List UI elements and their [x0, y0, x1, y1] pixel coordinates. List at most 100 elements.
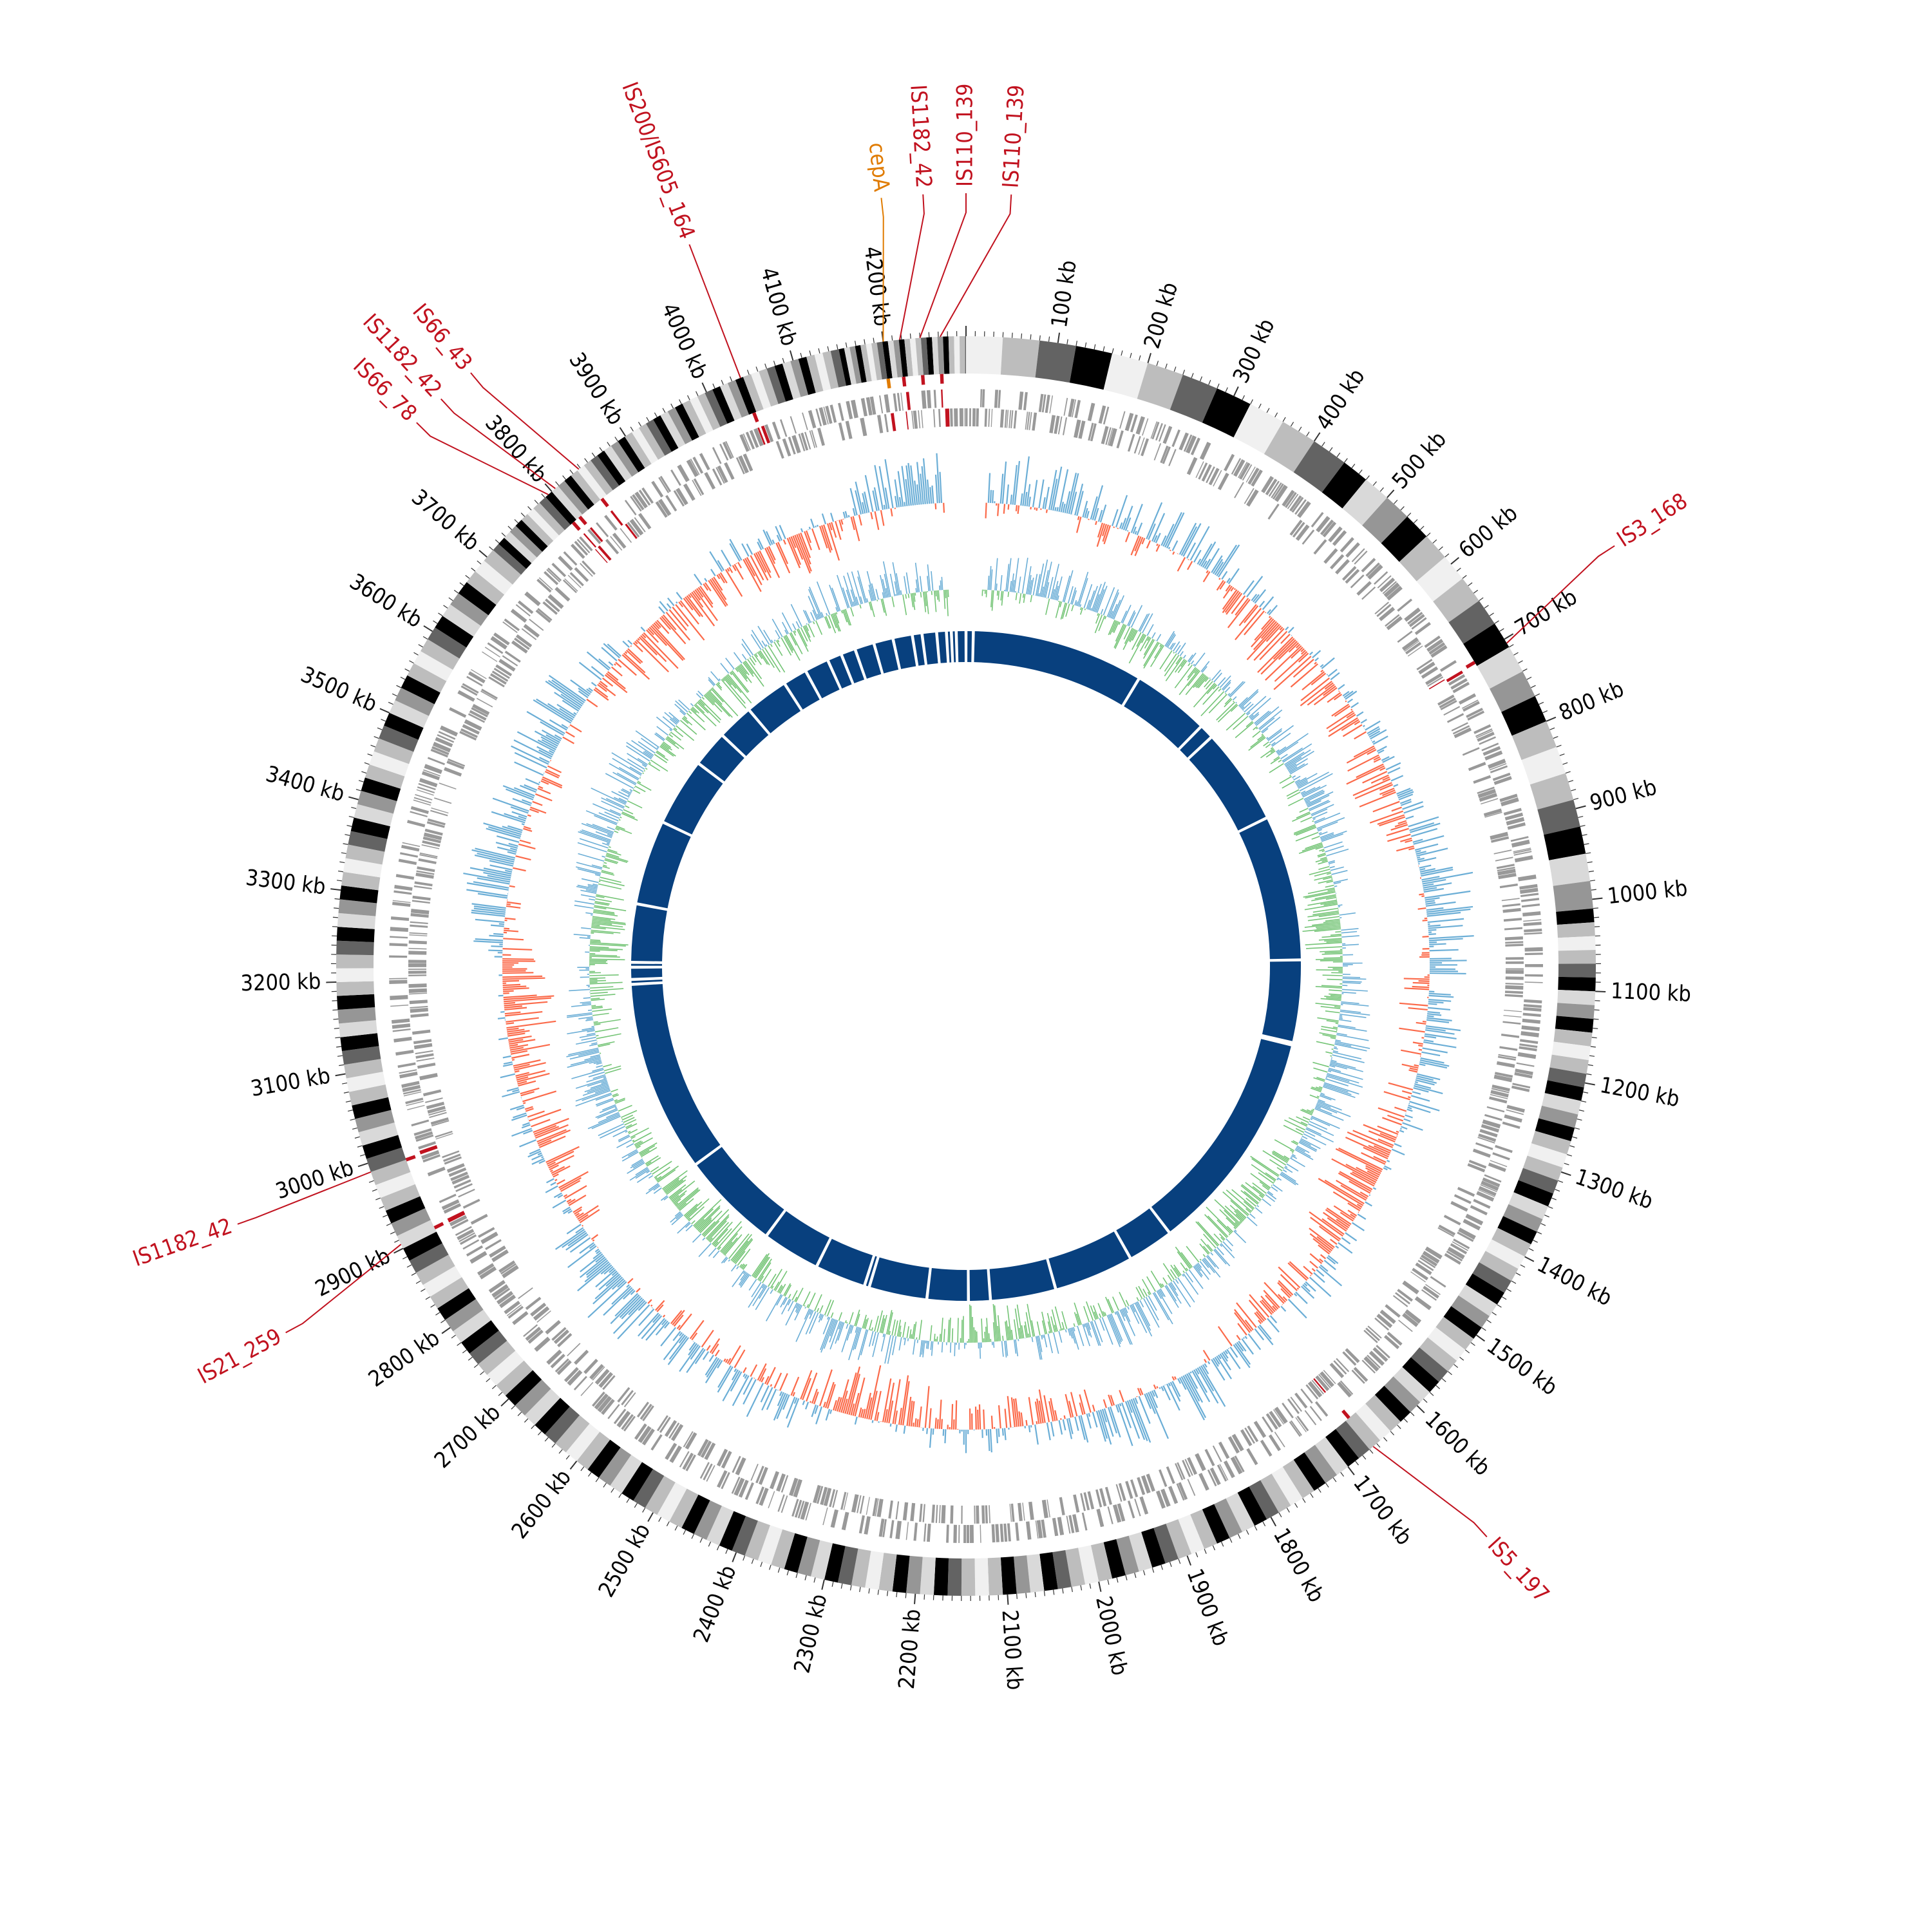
gene-block — [429, 1112, 447, 1119]
karyotype-band — [811, 1540, 833, 1580]
minor-tick — [404, 668, 410, 672]
gene-block — [416, 789, 434, 796]
minor-tick — [1522, 668, 1528, 672]
gene-block — [1262, 1416, 1274, 1433]
karyotype-band — [442, 604, 481, 637]
gene-block — [1246, 489, 1259, 507]
karyotype-band — [346, 1072, 386, 1092]
gene-block — [1112, 1504, 1122, 1523]
gene-block — [592, 1366, 605, 1381]
minor-tick — [520, 513, 526, 517]
gene-block — [1502, 1121, 1520, 1130]
gene-block — [923, 1523, 927, 1542]
karyotype-band — [943, 336, 950, 374]
gene-block — [525, 1327, 542, 1341]
gene-block — [927, 1523, 931, 1542]
minor-tick — [425, 1296, 431, 1300]
gene-block — [1494, 1072, 1513, 1078]
gene-block — [551, 1327, 567, 1341]
gene-block — [402, 1088, 421, 1095]
gene-block — [1416, 659, 1433, 670]
gene-block — [410, 909, 430, 914]
gene-block — [757, 427, 766, 445]
gene-block — [1505, 983, 1524, 985]
contig-segment — [871, 1257, 929, 1299]
gene-block — [1107, 428, 1113, 446]
gene-block — [1074, 400, 1081, 419]
minor-tick — [1423, 1398, 1428, 1403]
minor-tick — [1290, 421, 1294, 427]
karyotype-band — [1477, 647, 1523, 689]
minor-tick — [1245, 1530, 1249, 1535]
gene-block — [1386, 585, 1403, 601]
gene-block — [1505, 985, 1524, 990]
karyotype-band — [1282, 1459, 1314, 1499]
gene-block — [428, 1110, 446, 1116]
gene-block — [717, 465, 728, 484]
gene-block — [779, 419, 788, 437]
gene-block — [1510, 836, 1529, 842]
karyotype-band — [493, 544, 527, 575]
gene-block — [864, 1516, 871, 1535]
gene-block — [1316, 516, 1331, 533]
gene-block — [1038, 393, 1044, 412]
gene-block — [805, 1502, 811, 1521]
gene-block — [498, 658, 516, 672]
gc-content-high-series — [566, 557, 1370, 1364]
karyotype-band — [527, 508, 560, 541]
gene-block — [489, 673, 507, 685]
major-tick — [441, 1327, 451, 1334]
gene-block — [829, 1489, 836, 1508]
gene-block — [423, 832, 442, 840]
gene-block — [1133, 436, 1141, 454]
gene-block — [1066, 1515, 1071, 1534]
minor-tick — [501, 533, 506, 537]
is-element-mark — [1341, 1409, 1350, 1419]
scale-tick-label: 2100 kb — [997, 1609, 1028, 1690]
minor-tick — [1444, 553, 1450, 558]
minor-tick — [1355, 1461, 1359, 1466]
gene-block — [415, 1134, 434, 1142]
minor-tick — [465, 574, 470, 579]
minor-tick — [691, 1533, 695, 1539]
gene-block — [1419, 1257, 1436, 1269]
gene-block — [693, 478, 705, 495]
minor-tick — [1237, 1533, 1241, 1539]
gene-block — [547, 594, 564, 609]
contig-segment — [631, 983, 721, 1163]
gene-block — [935, 1504, 938, 1523]
gene-block — [1186, 457, 1198, 475]
gene-block — [612, 533, 627, 549]
gene-block — [1023, 392, 1028, 410]
gene-block — [759, 1488, 769, 1506]
gene-block — [902, 1502, 909, 1521]
gene-block — [700, 1440, 712, 1458]
major-tick — [1313, 432, 1321, 442]
gene-block — [1458, 693, 1477, 705]
karyotype-band — [987, 1557, 1003, 1596]
gene-block — [1190, 437, 1200, 455]
gene-block — [858, 1515, 865, 1534]
gene-block — [1291, 497, 1304, 513]
karyotype-band — [865, 1551, 884, 1590]
karyotype-band — [965, 336, 966, 374]
gene-block — [391, 1018, 410, 1024]
karyotype-band — [545, 1406, 580, 1444]
minor-tick — [409, 660, 414, 664]
gene-block — [872, 1498, 878, 1517]
gene-block — [415, 1050, 433, 1055]
gene-block — [1467, 1163, 1486, 1173]
karyotype-band — [732, 1516, 758, 1556]
gene-block — [623, 1416, 636, 1432]
gene-block — [597, 1396, 612, 1413]
gene-block — [1247, 468, 1260, 485]
gene-block — [431, 746, 450, 755]
major-tick — [1387, 489, 1395, 498]
minor-tick — [1535, 693, 1540, 697]
minor-tick — [827, 346, 829, 352]
gene-block — [1186, 435, 1197, 454]
minor-tick — [1551, 1197, 1557, 1200]
gene-block — [443, 1153, 461, 1162]
karyotype-band — [1000, 1557, 1017, 1595]
